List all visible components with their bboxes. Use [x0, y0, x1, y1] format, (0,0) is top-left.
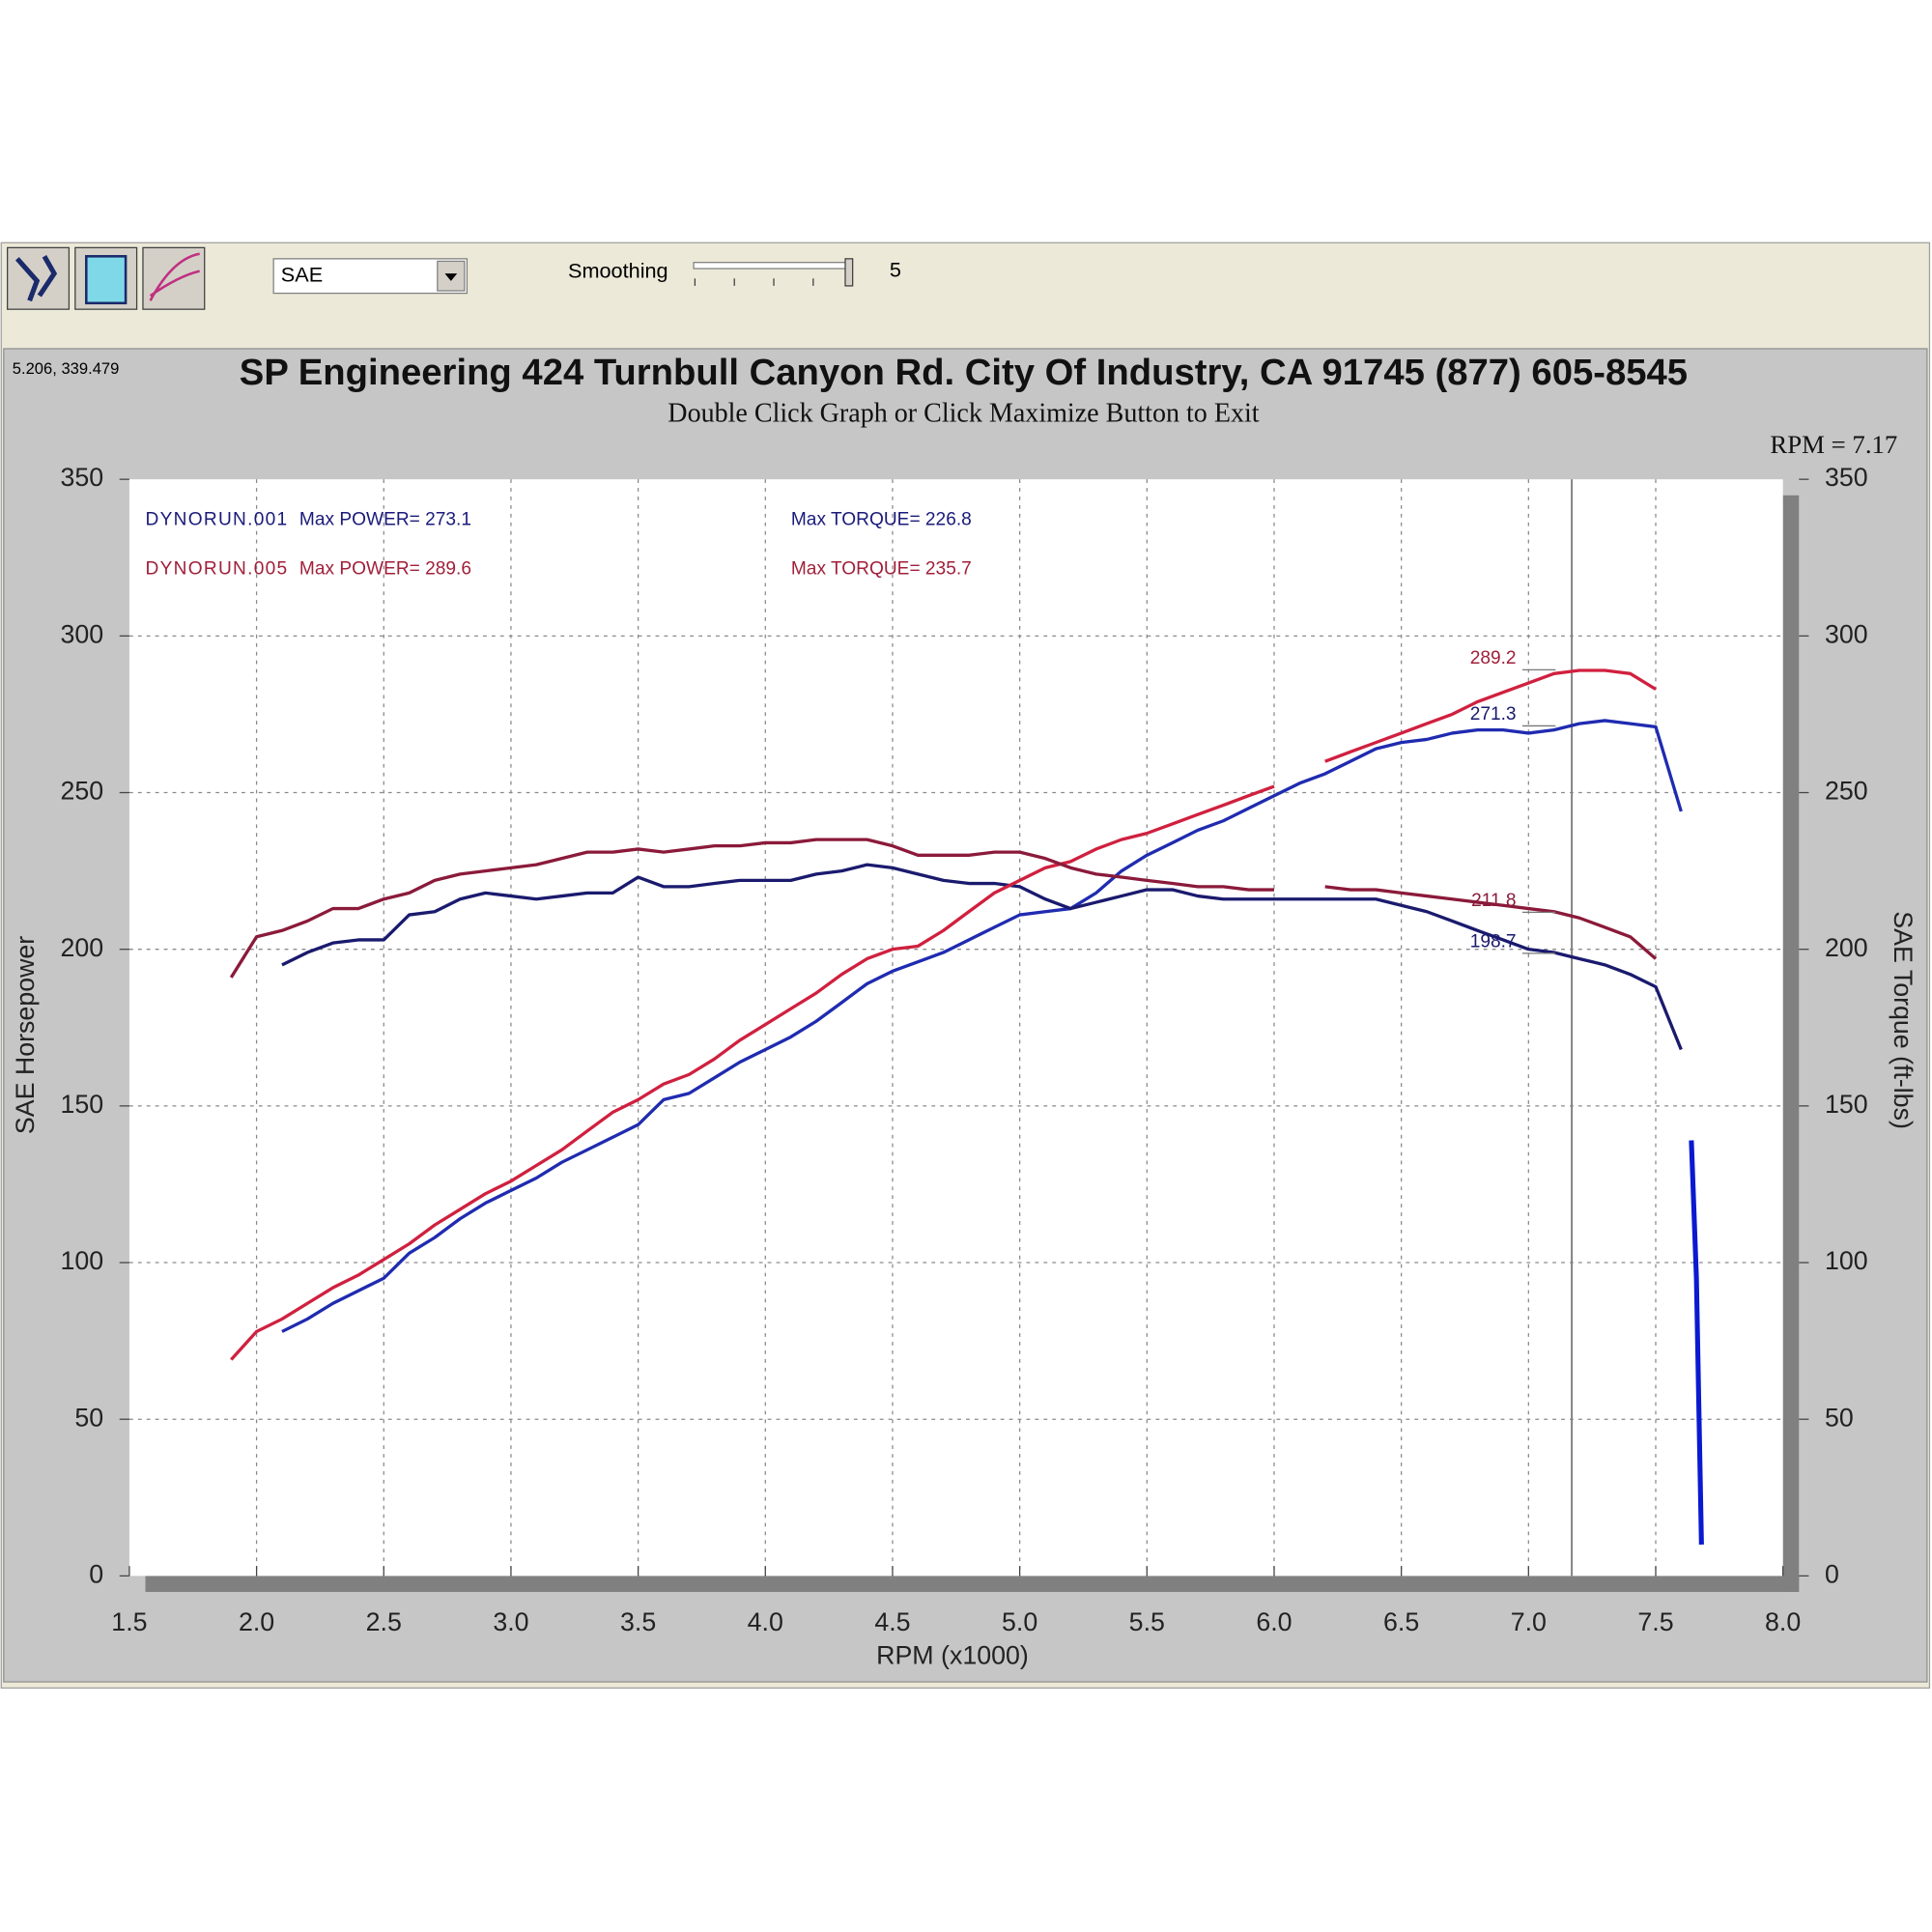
legend-max-torque: Max TORQUE= 235.7	[791, 558, 972, 579]
peak-label: 198.7	[1470, 931, 1517, 952]
peak-label: 289.2	[1470, 648, 1517, 668]
y2-axis-title: SAE Torque (ft-lbs)	[1889, 911, 1918, 1129]
cursor-readout: RPM = 7.17	[1770, 430, 1897, 459]
y2-tick-label: 50	[1825, 1403, 1854, 1432]
x-axis-title: RPM (x1000)	[876, 1641, 1029, 1670]
curve	[1324, 885, 1658, 960]
x-tick-label: 6.0	[1256, 1607, 1292, 1636]
y-tick-label: 100	[60, 1246, 103, 1275]
x-tick-label: 4.0	[748, 1607, 783, 1636]
x-tick-label: 5.0	[1002, 1607, 1037, 1636]
y-tick-label: 150	[60, 1090, 103, 1119]
x-tick-label: 8.0	[1765, 1607, 1801, 1636]
slider-track[interactable]	[693, 262, 851, 270]
curve	[230, 784, 1275, 1361]
cursor-coordinates: 5.206, 339.479	[13, 359, 120, 378]
y-tick-label: 250	[60, 777, 103, 806]
plot-shadow-right	[1782, 495, 1800, 1592]
y-tick-label: 50	[74, 1403, 103, 1432]
y2-tick-label: 350	[1825, 463, 1868, 492]
peak-label: 271.3	[1470, 704, 1517, 724]
unit-select[interactable]	[272, 258, 469, 295]
graph-button[interactable]	[142, 246, 206, 310]
arrow-icon	[444, 273, 458, 281]
unit-select-value: SAE	[281, 262, 323, 286]
y2-tick-label: 250	[1825, 777, 1868, 806]
clipboard-icon	[85, 255, 128, 305]
y-tick-label: 200	[60, 933, 103, 962]
tool-icon	[14, 255, 58, 302]
chart-subtitle: Double Click Graph or Click Maximize But…	[668, 398, 1259, 428]
x-tick-label: 2.5	[366, 1607, 402, 1636]
curve	[1689, 1140, 1704, 1546]
x-tick-label: 5.5	[1129, 1607, 1165, 1636]
slider-ticks	[694, 278, 851, 286]
legend-max-power: Max POWER= 273.1	[299, 509, 471, 529]
x-tick-label: 1.5	[111, 1607, 147, 1636]
plot-shadow-bottom	[145, 1576, 1800, 1592]
x-tick-label: 7.0	[1511, 1607, 1547, 1636]
smoothing-value: 5	[890, 257, 901, 281]
x-tick-label: 6.5	[1383, 1607, 1419, 1636]
y2-tick-label: 200	[1825, 933, 1868, 962]
peak-label: 211.8	[1471, 891, 1516, 911]
y-tick-label: 0	[89, 1559, 103, 1588]
x-tick-label: 7.5	[1637, 1607, 1673, 1636]
x-tick-label: 4.5	[874, 1607, 910, 1636]
smoothing-label: Smoothing	[568, 259, 668, 283]
chart-title: SP Engineering 424 Turnbull Canyon Rd. C…	[240, 352, 1688, 393]
y2-tick-label: 150	[1825, 1090, 1868, 1119]
x-tick-label: 3.5	[620, 1607, 656, 1636]
legend-max-torque: Max TORQUE= 226.8	[791, 509, 972, 529]
slider-thumb[interactable]	[844, 258, 854, 287]
x-tick-label: 3.0	[493, 1607, 528, 1636]
y2-tick-label: 300	[1825, 619, 1868, 648]
x-tick-label: 2.0	[239, 1607, 274, 1636]
graph-icon	[149, 252, 200, 301]
tool-button[interactable]	[7, 246, 71, 310]
y-tick-label: 350	[60, 463, 103, 492]
legend-run: DYNORUN.005	[146, 558, 289, 579]
curve	[1324, 668, 1657, 763]
curve	[281, 719, 1683, 1333]
y2-tick-label: 0	[1825, 1559, 1839, 1588]
legend-run: DYNORUN.001	[146, 509, 289, 529]
curve	[281, 863, 1683, 1051]
y-axis-title: SAE Horsepower	[11, 936, 40, 1134]
plot-area	[128, 479, 1783, 1577]
y-tick-label: 300	[60, 619, 103, 648]
curve	[229, 838, 1275, 979]
y2-tick-label: 100	[1825, 1246, 1868, 1275]
legend-max-power: Max POWER= 289.6	[299, 558, 471, 579]
toolbar: SAE Smoothing 5	[7, 246, 901, 310]
